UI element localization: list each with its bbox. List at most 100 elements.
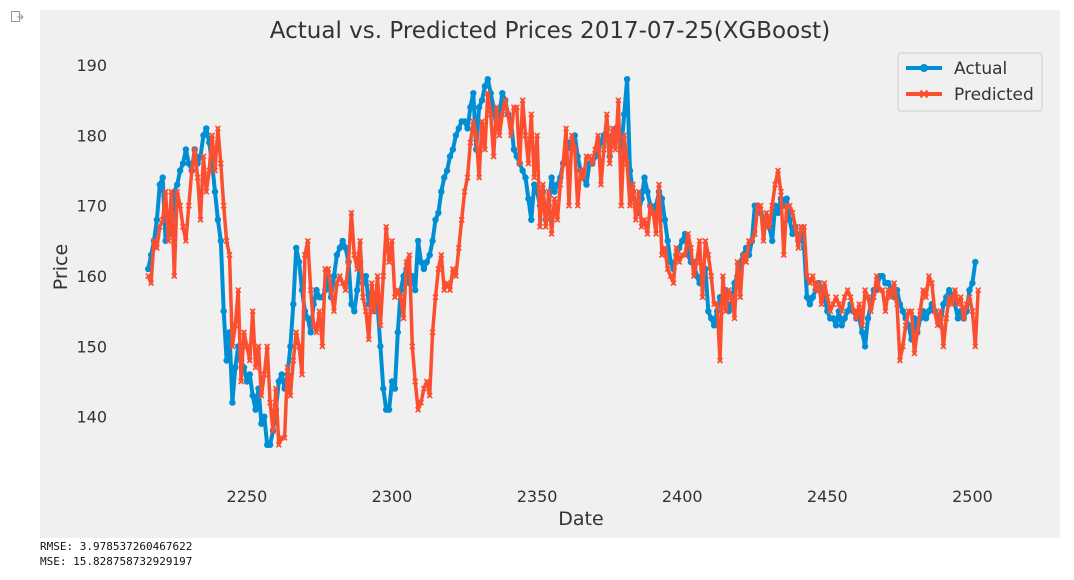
- data-point: [664, 237, 671, 245]
- data-point: [426, 392, 433, 399]
- data-point: [449, 265, 456, 273]
- data-point: [542, 223, 549, 230]
- data-point: [710, 322, 718, 329]
- data-point: [809, 273, 816, 280]
- data-point: [290, 301, 297, 308]
- data-point: [751, 230, 758, 237]
- data-point: [484, 90, 491, 97]
- data-point: [377, 343, 384, 350]
- data-point: [240, 329, 248, 336]
- data-point: [153, 216, 161, 223]
- data-point: [397, 294, 404, 301]
- data-point: [803, 273, 811, 280]
- data-point: [145, 265, 152, 273]
- data-point: [888, 294, 895, 301]
- data-point: [626, 202, 634, 209]
- data-point: [470, 90, 477, 97]
- data-point: [832, 322, 840, 329]
- data-point: [478, 97, 486, 104]
- data-point: [644, 188, 651, 195]
- y-tick-label: 140: [76, 408, 107, 427]
- data-point: [934, 322, 941, 329]
- data-point: [446, 153, 454, 160]
- data-point: [922, 294, 930, 301]
- data-point: [603, 111, 610, 118]
- data-point: [708, 273, 715, 280]
- data-point: [931, 308, 938, 315]
- data-point: [145, 273, 152, 280]
- data-point: [812, 287, 819, 294]
- data-point: [174, 188, 181, 195]
- data-point: [345, 258, 352, 266]
- data-point: [217, 160, 224, 167]
- data-point: [534, 132, 541, 139]
- data-point: [786, 216, 793, 223]
- data-point: [365, 336, 372, 343]
- data-point: [229, 343, 236, 350]
- data-point: [661, 244, 668, 251]
- data-point: [328, 287, 335, 294]
- data-point: [293, 329, 300, 336]
- series-line-predicted: [146, 91, 980, 447]
- data-point: [687, 244, 694, 251]
- data-point: [583, 181, 590, 188]
- series-markers-predicted: [145, 90, 982, 448]
- data-point: [769, 202, 776, 209]
- data-point: [795, 244, 802, 251]
- data-point: [307, 287, 314, 294]
- data-point: [246, 357, 253, 364]
- data-point: [252, 406, 259, 413]
- data-point: [159, 174, 166, 181]
- data-point: [490, 153, 497, 160]
- data-point: [243, 378, 251, 385]
- data-point: [716, 357, 724, 364]
- data-point: [615, 97, 622, 104]
- data-point: [531, 181, 538, 188]
- data-point: [859, 329, 866, 336]
- data-point: [830, 301, 837, 308]
- x-tick-label: 2300: [372, 487, 413, 506]
- data-point: [632, 216, 639, 223]
- data-point: [371, 308, 378, 315]
- data-point: [470, 118, 477, 125]
- output-icon: [10, 10, 24, 24]
- data-point: [586, 153, 593, 160]
- data-point: [667, 273, 674, 280]
- data-point: [565, 202, 573, 209]
- legend-predicted-label: Predicted: [954, 85, 1034, 105]
- data-point: [293, 244, 300, 252]
- data-point: [548, 230, 555, 237]
- data-point: [313, 329, 320, 336]
- data-point: [330, 272, 338, 280]
- data-point: [284, 364, 291, 371]
- data-point: [304, 315, 311, 322]
- data-point: [539, 181, 546, 188]
- data-point: [423, 258, 430, 266]
- data-point: [557, 181, 564, 188]
- x-tick-label: 2400: [662, 487, 703, 506]
- data-point: [461, 118, 468, 125]
- data-point: [647, 202, 654, 209]
- data-point: [150, 237, 158, 244]
- data-point: [374, 273, 381, 280]
- data-point: [203, 125, 210, 132]
- data-point: [757, 202, 764, 209]
- data-point: [223, 357, 230, 364]
- data-point: [818, 301, 825, 308]
- data-point: [911, 350, 918, 357]
- data-point: [229, 399, 236, 406]
- data-point: [821, 280, 828, 287]
- y-tick-label: 170: [76, 197, 107, 216]
- data-point: [487, 111, 494, 118]
- data-point: [635, 188, 642, 195]
- data-point: [310, 322, 317, 329]
- data-point: [464, 125, 471, 132]
- data-point: [661, 216, 668, 223]
- data-point: [568, 132, 575, 139]
- data-point: [789, 230, 796, 238]
- data-point: [246, 371, 253, 378]
- data-point: [946, 286, 953, 294]
- data-point: [954, 301, 961, 308]
- data-point: [380, 385, 387, 392]
- data-point: [870, 294, 877, 301]
